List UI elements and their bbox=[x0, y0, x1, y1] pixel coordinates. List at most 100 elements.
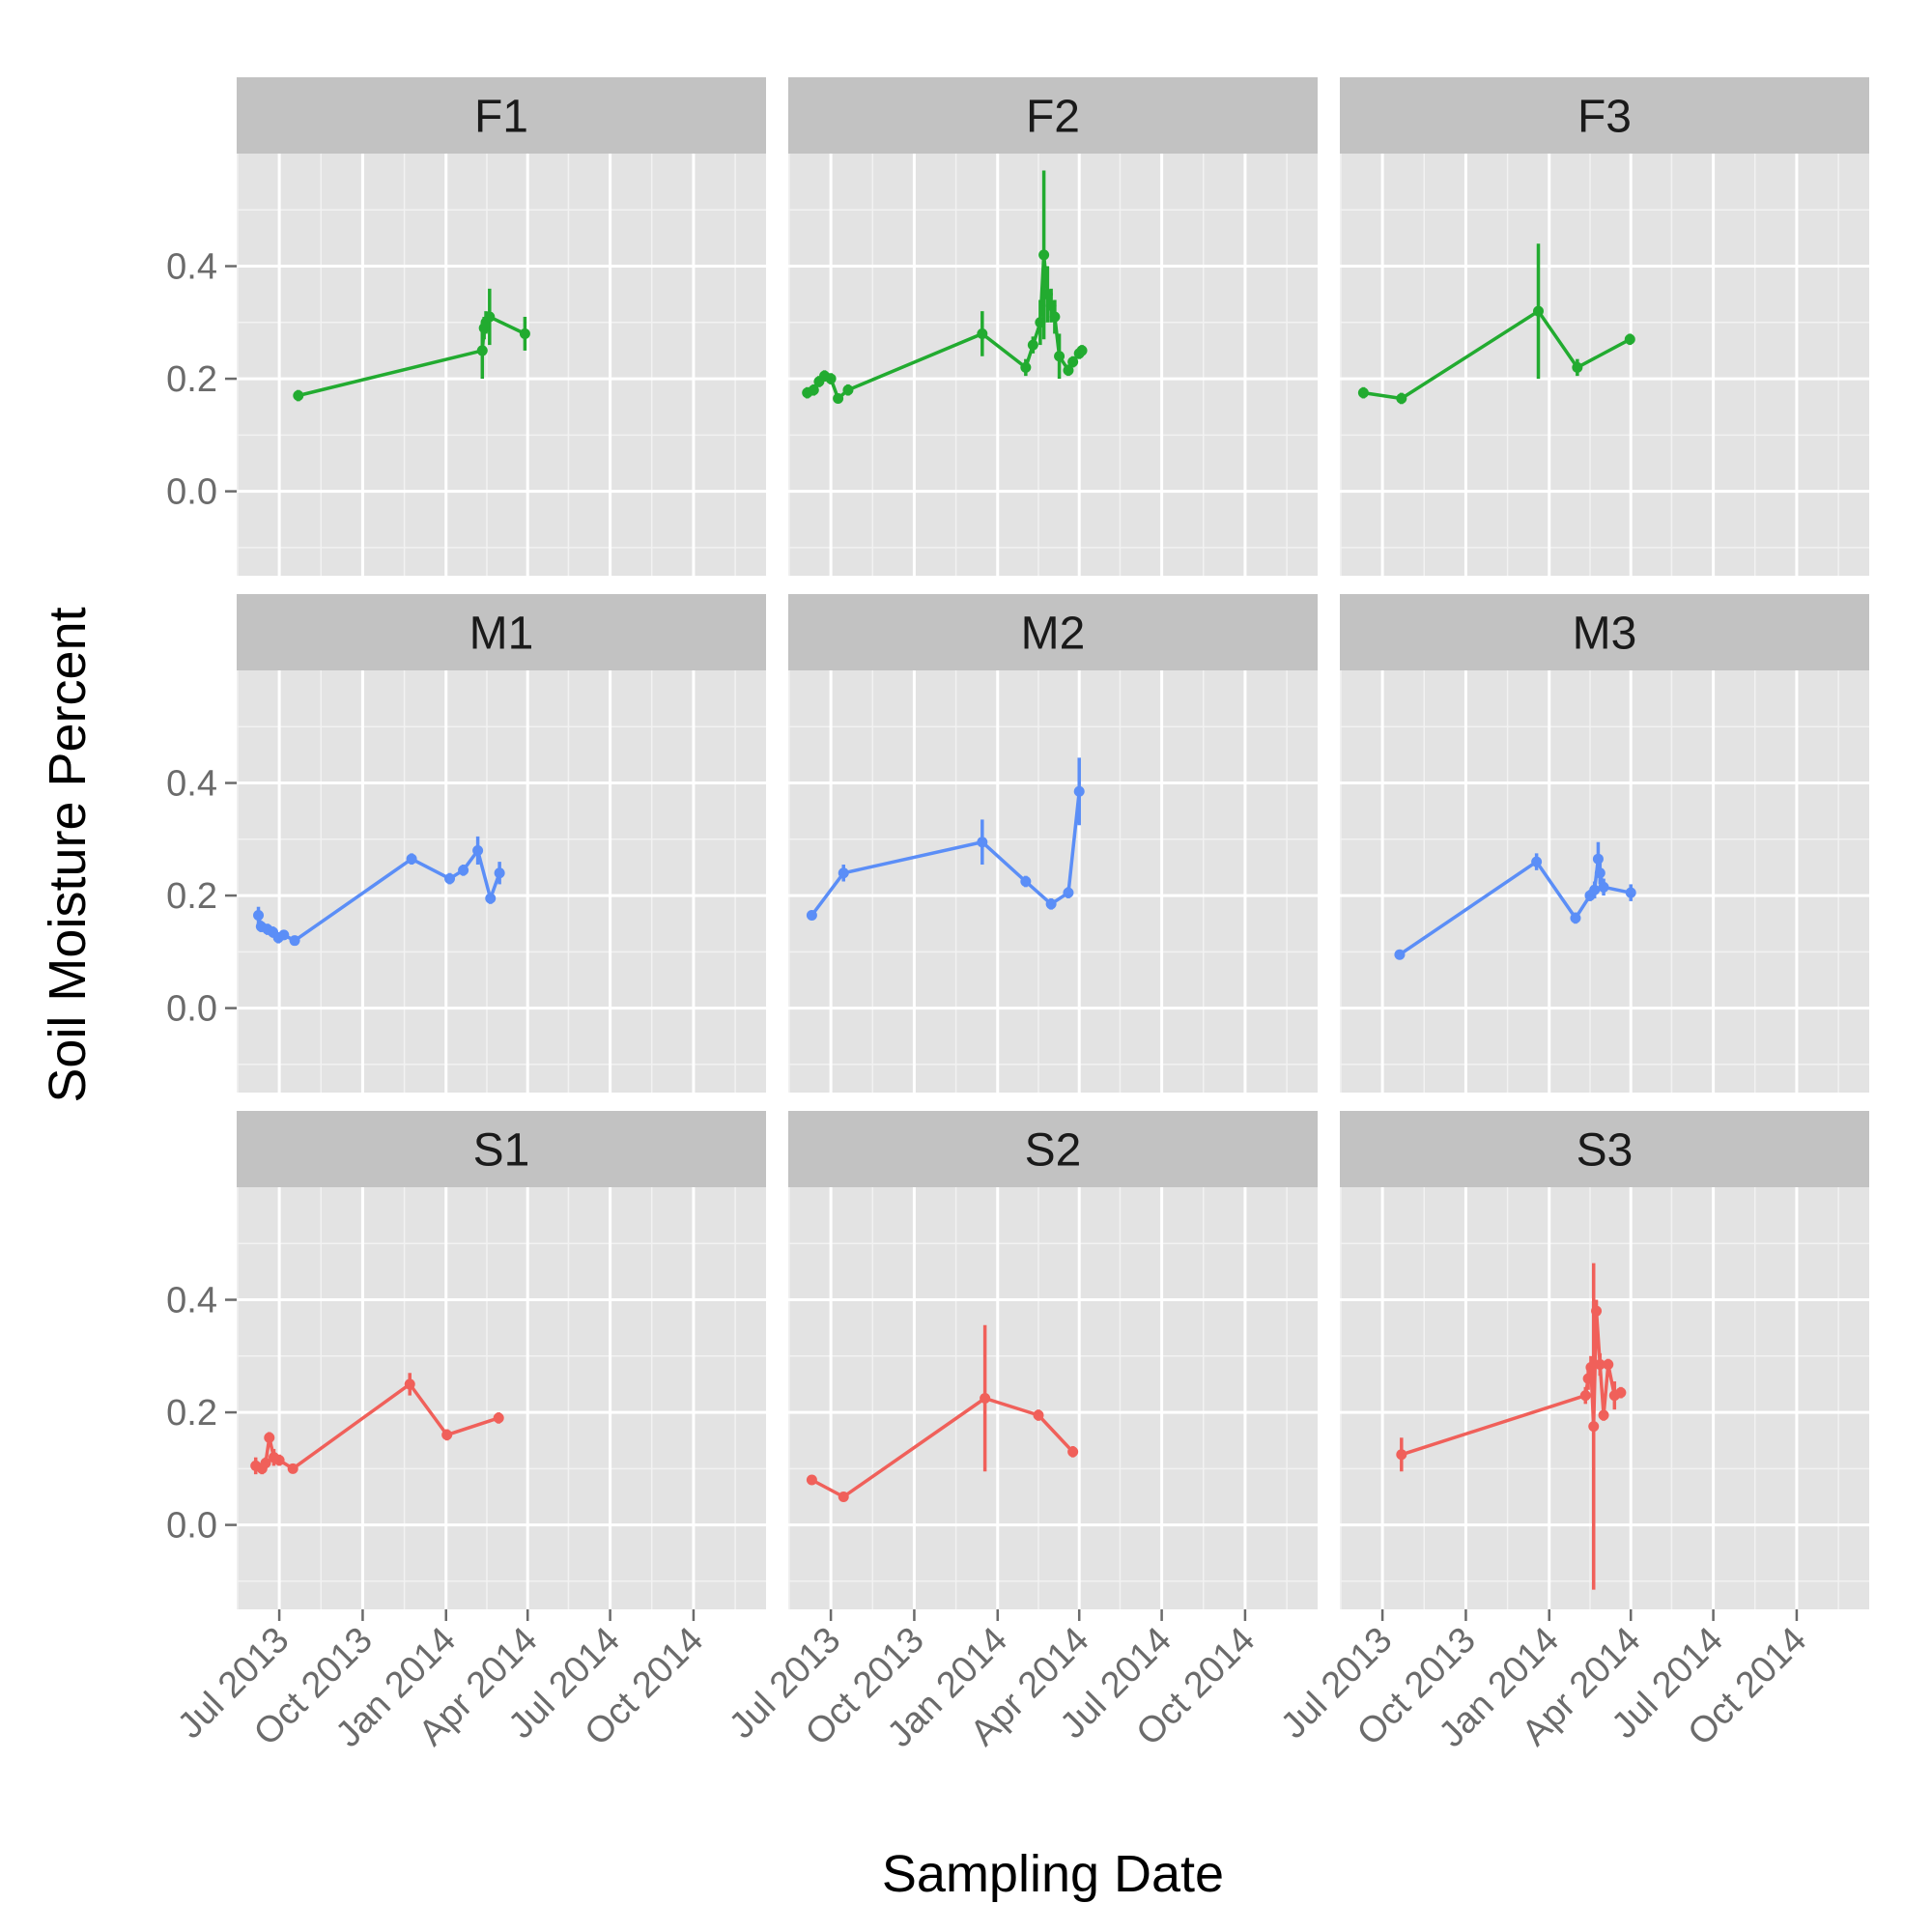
facet-strip bbox=[788, 594, 1318, 670]
y-tick-label: 0.4 bbox=[166, 247, 217, 288]
data-point bbox=[287, 1463, 298, 1474]
y-tick-label: 0.2 bbox=[166, 876, 217, 917]
data-point bbox=[293, 390, 304, 402]
plot-background bbox=[788, 670, 1318, 1093]
data-point bbox=[1533, 305, 1544, 317]
facet-strip bbox=[1340, 594, 1869, 670]
data-point bbox=[825, 373, 837, 384]
data-point bbox=[1038, 249, 1050, 261]
facet-strip bbox=[237, 1111, 766, 1187]
data-point bbox=[444, 873, 456, 885]
data-point bbox=[458, 865, 469, 876]
data-point bbox=[1594, 867, 1605, 879]
panel-m3: M3 bbox=[1340, 594, 1869, 1093]
data-point bbox=[1598, 1409, 1609, 1421]
y-axis-title: Soil Moisture Percent bbox=[39, 607, 97, 1102]
data-point bbox=[1531, 856, 1543, 867]
data-point bbox=[289, 935, 300, 947]
facet-label: S2 bbox=[1025, 1125, 1082, 1177]
data-point bbox=[260, 1458, 271, 1469]
y-tick-label: 0.0 bbox=[166, 1506, 217, 1547]
panels: F1 0.0 0.2 0.4 F2 F3 M1 0.0 0.2 0.4 M2 M3 S1 0.0 0.2 0.… bbox=[166, 77, 1869, 1755]
data-point bbox=[1394, 949, 1406, 960]
data-point bbox=[404, 1378, 415, 1390]
data-point bbox=[1041, 289, 1053, 300]
plot-background bbox=[237, 154, 766, 576]
plot-background bbox=[788, 1187, 1318, 1609]
data-point bbox=[1585, 1361, 1597, 1373]
data-point bbox=[1598, 881, 1609, 893]
panel-m1: M1 0.0 0.2 0.4 bbox=[166, 594, 766, 1093]
data-point bbox=[1045, 299, 1057, 311]
data-point bbox=[1592, 853, 1604, 865]
data-point bbox=[977, 327, 988, 339]
data-point bbox=[1067, 356, 1079, 368]
data-point bbox=[808, 384, 819, 396]
data-point bbox=[1589, 884, 1601, 895]
y-tick-label: 0.2 bbox=[166, 1393, 217, 1434]
data-point bbox=[838, 1491, 849, 1502]
data-point bbox=[1625, 887, 1636, 898]
data-point bbox=[1049, 311, 1061, 323]
data-point bbox=[1603, 1359, 1614, 1371]
plot-background bbox=[788, 154, 1318, 576]
data-point bbox=[1624, 333, 1635, 345]
data-point bbox=[1033, 1409, 1044, 1421]
data-point bbox=[1570, 912, 1581, 923]
data-point bbox=[1357, 387, 1369, 399]
data-point bbox=[806, 1474, 817, 1486]
data-point bbox=[493, 1412, 504, 1424]
panel-f2: F2 bbox=[788, 77, 1318, 576]
panel-m2: M2 bbox=[788, 594, 1318, 1093]
data-point bbox=[441, 1429, 453, 1440]
facet-label: F2 bbox=[1026, 92, 1080, 143]
facet-label: F3 bbox=[1577, 92, 1632, 143]
facet-strip bbox=[1340, 77, 1869, 154]
data-point bbox=[1045, 898, 1057, 910]
data-point bbox=[253, 909, 265, 921]
facet-label: M3 bbox=[1573, 609, 1637, 660]
data-point bbox=[476, 345, 488, 356]
y-tick-label: 0.0 bbox=[166, 989, 217, 1030]
data-point bbox=[1054, 351, 1065, 362]
data-point bbox=[484, 311, 496, 323]
data-point bbox=[833, 392, 844, 404]
data-point bbox=[1035, 317, 1046, 328]
facet-strip bbox=[788, 77, 1318, 154]
data-point bbox=[842, 384, 854, 396]
data-point bbox=[1020, 361, 1032, 373]
panel-f3: F3 bbox=[1340, 77, 1869, 576]
facet-label: M2 bbox=[1021, 609, 1086, 660]
data-point bbox=[472, 844, 484, 856]
data-point bbox=[838, 867, 849, 879]
facet-label: S3 bbox=[1577, 1125, 1634, 1177]
data-point bbox=[1020, 876, 1032, 887]
y-tick-label: 0.4 bbox=[166, 764, 217, 805]
data-point bbox=[806, 909, 817, 921]
facet-strip bbox=[237, 594, 766, 670]
y-tick-label: 0.2 bbox=[166, 359, 217, 400]
data-point bbox=[1594, 1359, 1605, 1371]
x-axis-title: Sampling Date bbox=[882, 1845, 1224, 1903]
facet-strip bbox=[788, 1111, 1318, 1187]
data-point bbox=[406, 853, 417, 865]
facet-strip bbox=[1340, 1111, 1869, 1187]
facet-label: M1 bbox=[469, 609, 534, 660]
data-point bbox=[1027, 339, 1038, 351]
data-point bbox=[494, 867, 505, 879]
data-point bbox=[1063, 887, 1074, 898]
facet-label: F1 bbox=[474, 92, 528, 143]
data-point bbox=[1076, 345, 1088, 356]
data-point bbox=[977, 837, 988, 848]
data-point bbox=[273, 1455, 285, 1466]
plot-background bbox=[1340, 154, 1869, 576]
data-point bbox=[1582, 1373, 1594, 1384]
data-point bbox=[1588, 1421, 1600, 1433]
data-point bbox=[1615, 1387, 1627, 1399]
data-point bbox=[1579, 1390, 1591, 1402]
panel-f1: F1 0.0 0.2 0.4 bbox=[166, 77, 766, 576]
